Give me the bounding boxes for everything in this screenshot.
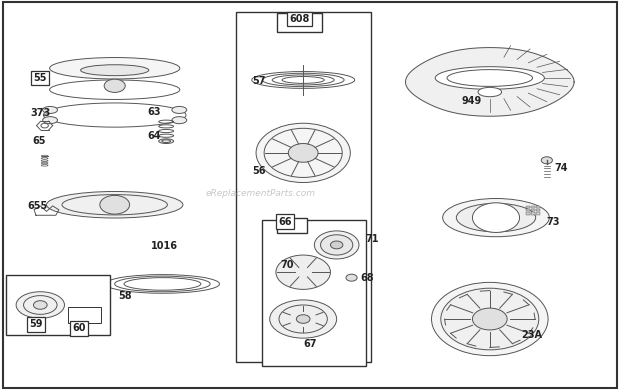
- Circle shape: [288, 144, 318, 162]
- Circle shape: [472, 203, 520, 232]
- Text: 59: 59: [29, 319, 43, 330]
- Text: 68: 68: [360, 273, 374, 283]
- Ellipse shape: [321, 235, 353, 255]
- Ellipse shape: [43, 117, 58, 124]
- Bar: [531, 209, 535, 211]
- Circle shape: [541, 157, 552, 164]
- FancyBboxPatch shape: [68, 307, 101, 323]
- Text: 23A: 23A: [521, 330, 542, 340]
- Circle shape: [296, 315, 310, 323]
- Text: eReplacementParts.com: eReplacementParts.com: [205, 188, 316, 198]
- Ellipse shape: [172, 117, 187, 124]
- Bar: [536, 209, 540, 211]
- Text: 70: 70: [280, 260, 294, 270]
- Text: 57: 57: [252, 76, 266, 86]
- Ellipse shape: [435, 67, 544, 89]
- Circle shape: [346, 274, 357, 281]
- Circle shape: [330, 241, 343, 249]
- Text: 655: 655: [27, 201, 47, 211]
- FancyBboxPatch shape: [277, 13, 322, 32]
- Ellipse shape: [43, 106, 58, 113]
- FancyBboxPatch shape: [262, 220, 366, 366]
- Text: 608: 608: [290, 14, 309, 24]
- Ellipse shape: [50, 57, 180, 79]
- Ellipse shape: [276, 255, 330, 289]
- Text: 67: 67: [303, 339, 317, 349]
- Ellipse shape: [478, 87, 502, 97]
- Text: 56: 56: [252, 166, 266, 176]
- Ellipse shape: [159, 139, 174, 144]
- Bar: [526, 209, 530, 211]
- Bar: [531, 206, 535, 208]
- Polygon shape: [405, 48, 574, 116]
- Ellipse shape: [314, 231, 359, 259]
- Ellipse shape: [443, 199, 549, 237]
- Ellipse shape: [16, 292, 64, 318]
- Text: 74: 74: [554, 163, 568, 174]
- Bar: [536, 206, 540, 208]
- Bar: [526, 206, 530, 208]
- FancyBboxPatch shape: [3, 2, 617, 388]
- Ellipse shape: [270, 300, 337, 338]
- Text: 1016: 1016: [151, 241, 178, 252]
- Text: 63: 63: [147, 107, 161, 117]
- Text: 66: 66: [278, 216, 292, 227]
- Circle shape: [100, 195, 130, 214]
- Ellipse shape: [456, 204, 536, 232]
- Ellipse shape: [279, 305, 327, 333]
- Bar: [531, 212, 535, 214]
- Text: 64: 64: [147, 131, 161, 141]
- Text: 73: 73: [546, 216, 560, 227]
- Circle shape: [33, 301, 47, 309]
- Circle shape: [472, 308, 507, 330]
- Ellipse shape: [81, 65, 149, 76]
- Ellipse shape: [172, 106, 187, 113]
- Ellipse shape: [256, 123, 350, 183]
- Text: 65: 65: [32, 136, 46, 146]
- Circle shape: [104, 79, 125, 92]
- Text: 71: 71: [365, 234, 379, 244]
- Ellipse shape: [46, 191, 183, 218]
- Text: 55: 55: [33, 73, 47, 83]
- FancyBboxPatch shape: [236, 12, 371, 362]
- FancyBboxPatch shape: [6, 275, 110, 335]
- Text: 58: 58: [118, 291, 132, 301]
- Ellipse shape: [441, 288, 539, 350]
- Text: 60: 60: [73, 323, 86, 333]
- Bar: [536, 212, 540, 214]
- Ellipse shape: [432, 282, 548, 356]
- Bar: [526, 212, 530, 214]
- Text: 949: 949: [461, 96, 481, 106]
- FancyBboxPatch shape: [277, 218, 307, 233]
- Text: 373: 373: [30, 108, 50, 118]
